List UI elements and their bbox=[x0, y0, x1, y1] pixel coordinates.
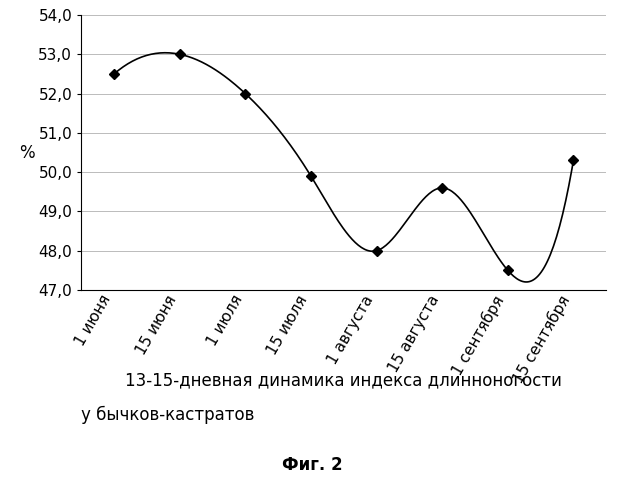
Text: у бычков-кастратов: у бычков-кастратов bbox=[81, 406, 254, 424]
Y-axis label: %: % bbox=[19, 144, 35, 162]
Text: Фиг. 2: Фиг. 2 bbox=[282, 456, 342, 474]
Text: 13-15-дневная динамика индекса длинноногости: 13-15-дневная динамика индекса длинноног… bbox=[125, 371, 562, 389]
